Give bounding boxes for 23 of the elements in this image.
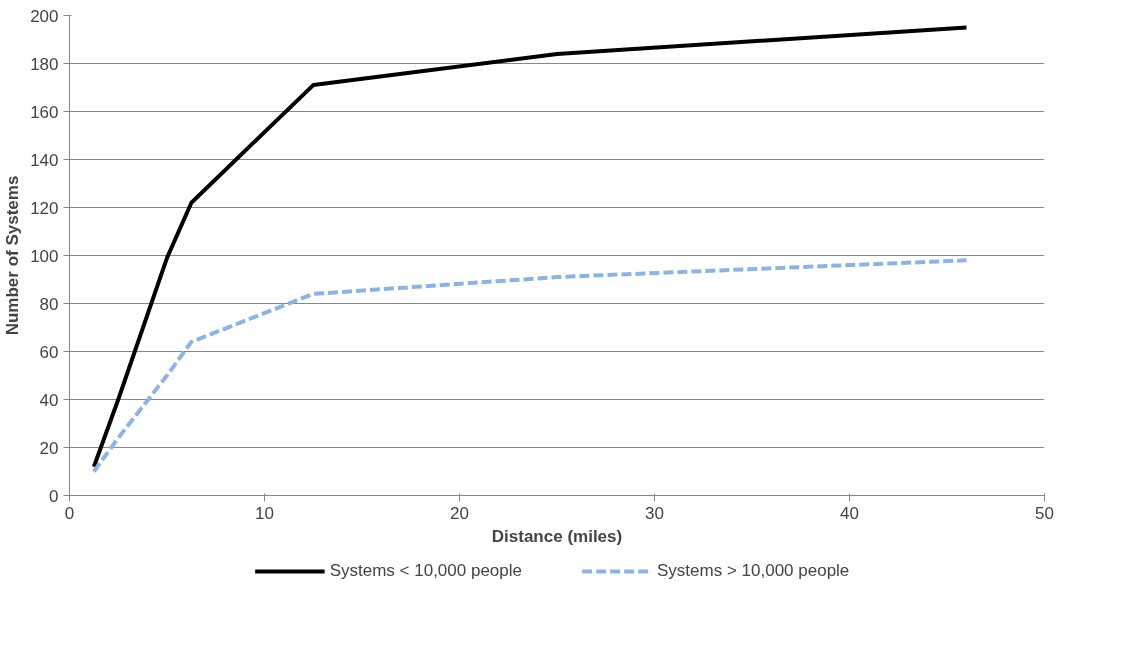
- y-tick-label: 60: [39, 342, 59, 362]
- legend-label: Systems > 10,000 people: [657, 560, 850, 581]
- y-tick-label: 120: [30, 198, 59, 218]
- x-tick-label: 30: [645, 503, 664, 523]
- y-tick-label: 80: [39, 294, 59, 314]
- y-tick-label: 20: [39, 438, 59, 458]
- x-tick-label: 40: [840, 503, 859, 523]
- line-series: [91, 258, 969, 474]
- line-series: [91, 25, 969, 469]
- y-axis-title: Number of Systems: [3, 175, 23, 336]
- legend-label: Systems < 10,000 people: [329, 560, 522, 581]
- x-tick-label: 0: [64, 503, 75, 523]
- y-tick-label: 100: [30, 246, 59, 266]
- y-tick-label: 40: [39, 390, 59, 410]
- x-tick-label: 20: [450, 503, 469, 523]
- x-tick-label: 50: [1035, 503, 1054, 523]
- y-tick-label: 160: [30, 102, 59, 122]
- x-tick-label: 10: [255, 503, 274, 523]
- x-axis-title: Distance (miles): [491, 526, 623, 546]
- y-tick-label: 180: [30, 54, 59, 74]
- y-tick-label: 140: [30, 150, 59, 170]
- y-tick-label: 200: [30, 6, 59, 26]
- y-tick-label: 0: [49, 486, 59, 506]
